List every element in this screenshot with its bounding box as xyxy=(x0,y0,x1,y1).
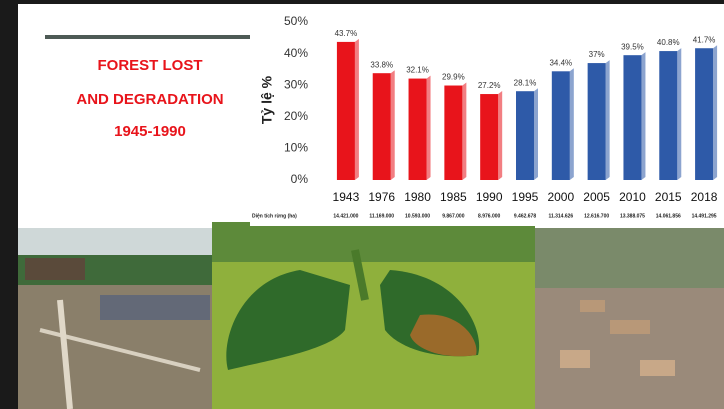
bar-side xyxy=(426,75,431,180)
photo-stumps xyxy=(535,228,724,409)
area-row-label: Diện tích rừng (ha) xyxy=(252,213,297,219)
bar-side xyxy=(498,91,503,180)
y-axis-title: Tỷ lệ % xyxy=(259,75,275,124)
bar-side xyxy=(462,82,467,180)
y-tick-label: 20% xyxy=(284,109,308,123)
x-tick-label: 2015 xyxy=(655,190,682,204)
x-tick-label: 2005 xyxy=(583,190,610,204)
x-tick-label: 1980 xyxy=(404,190,431,204)
heading-line: AND DEGRADATION xyxy=(76,91,223,108)
top-border xyxy=(0,0,724,4)
y-tick-label: 40% xyxy=(284,46,308,60)
value-label: 32.1% xyxy=(406,66,429,75)
value-label: 33.8% xyxy=(370,60,393,69)
bar-side xyxy=(569,68,574,180)
bar xyxy=(480,94,499,180)
area-value: 14.061.856 xyxy=(656,213,681,219)
heading-line: 1945-1990 xyxy=(114,123,186,140)
area-value: 8.976.000 xyxy=(478,213,500,219)
bar-side xyxy=(354,38,359,180)
value-label: 39.5% xyxy=(621,42,644,51)
area-value: 12.616.700 xyxy=(584,213,609,219)
area-value: 13.388.075 xyxy=(620,213,645,219)
bar-side xyxy=(390,70,395,180)
bar xyxy=(659,51,678,181)
x-tick-label: 2018 xyxy=(691,190,718,204)
bar xyxy=(408,78,427,180)
area-value: 14.491.295 xyxy=(692,213,717,219)
bar-side xyxy=(713,45,718,181)
x-tick-label: 2000 xyxy=(547,190,574,204)
area-value: 9.867.000 xyxy=(442,213,464,219)
area-value: 9.462.678 xyxy=(514,213,536,219)
x-tick-label: 1943 xyxy=(333,190,360,204)
bar-side xyxy=(605,60,610,180)
bar xyxy=(444,85,463,180)
y-tick-label: 0% xyxy=(291,172,309,186)
bar xyxy=(516,91,534,180)
y-tick-label: 50% xyxy=(284,14,308,28)
bar xyxy=(551,71,570,180)
bar xyxy=(695,48,714,181)
bar-side xyxy=(677,48,682,181)
heading-line: FOREST LOST xyxy=(98,57,203,74)
photo-cleared-forest xyxy=(18,228,212,409)
value-label: 27.2% xyxy=(478,81,501,90)
area-value: 10.593.000 xyxy=(405,213,430,219)
value-label: 34.4% xyxy=(549,58,572,67)
value-label: 43.7% xyxy=(335,29,358,38)
x-tick-label: 1995 xyxy=(512,190,539,204)
area-value: 14.421.000 xyxy=(333,213,358,219)
y-tick-label: 30% xyxy=(284,77,308,91)
left-border xyxy=(0,0,18,409)
area-value: 11.314.626 xyxy=(548,213,573,219)
value-label: 40.8% xyxy=(657,38,680,47)
bar xyxy=(587,63,606,180)
bar xyxy=(336,41,355,180)
x-tick-label: 1976 xyxy=(368,190,395,204)
bar-side xyxy=(641,52,646,180)
photo-forest-lungs xyxy=(212,222,535,409)
bar xyxy=(372,73,391,180)
value-label: 37% xyxy=(589,50,605,59)
x-tick-label: 2010 xyxy=(619,190,646,204)
y-tick-label: 10% xyxy=(284,141,308,155)
value-label: 28.1% xyxy=(514,78,537,87)
x-tick-label: 1985 xyxy=(440,190,467,204)
area-value: 11.169.000 xyxy=(369,213,394,219)
value-label: 41.7% xyxy=(693,35,716,44)
x-tick-label: 1990 xyxy=(476,190,503,204)
bar-side xyxy=(534,88,538,180)
bar xyxy=(623,55,642,180)
value-label: 29.9% xyxy=(442,73,465,82)
heading-rule xyxy=(45,35,250,39)
